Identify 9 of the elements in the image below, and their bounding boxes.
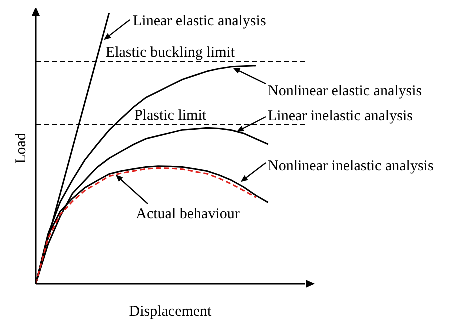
y-axis-title: Load [13,132,30,164]
x-axis-title: Displacement [129,304,213,320]
annotation: Actual behaviour [136,206,240,222]
annotation: Nonlinear inelastic analysis [268,158,434,174]
ref-line-label: Elastic buckling limit [106,45,236,62]
annotation: Linear elastic analysis [133,13,266,30]
annotation: Linear inelastic analysis [268,108,414,124]
ref-line-label: Plastic limit [134,108,208,124]
annotation: Nonlinear elastic analysis [268,83,422,100]
